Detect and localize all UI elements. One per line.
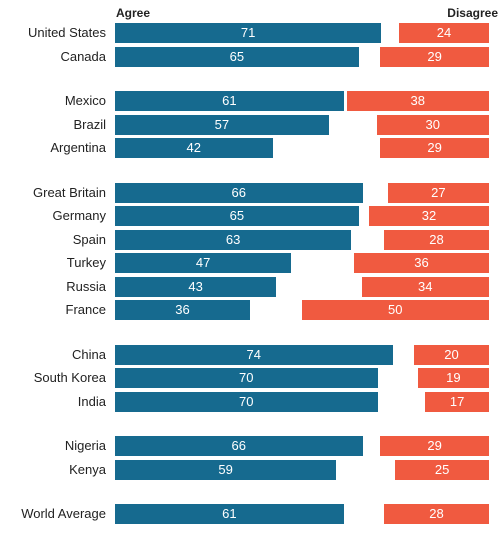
agree-bar xyxy=(115,253,292,273)
disagree-value-label: 28 xyxy=(429,506,444,521)
agree-value-label: 63 xyxy=(225,231,241,247)
agree-bar xyxy=(115,368,378,388)
agree-bar xyxy=(115,229,352,250)
agree-bar xyxy=(115,300,250,320)
agree-value-label: 66 xyxy=(231,438,246,453)
country-label: Brazil xyxy=(73,116,106,132)
disagree-value-label: 28 xyxy=(429,231,444,247)
agree-bar xyxy=(115,138,273,158)
disagree-value-label: 50 xyxy=(388,302,403,317)
disagree-value-label: 32 xyxy=(421,208,437,223)
disagree-value-label: 34 xyxy=(418,278,433,294)
disagree-header: Disagree xyxy=(447,6,498,20)
disagree-bar xyxy=(380,46,489,67)
agree-value-label: 71 xyxy=(240,25,256,40)
disagree-value-label: 29 xyxy=(427,140,442,155)
agree-bar xyxy=(115,391,378,412)
country-label: Argentina xyxy=(50,140,106,155)
agree-value-label: 59 xyxy=(218,461,233,477)
agree-bar xyxy=(115,344,393,365)
agree-value-label: 42 xyxy=(186,140,201,155)
agree-value-label: 36 xyxy=(175,302,190,317)
disagree-bar xyxy=(380,436,489,456)
country-label: Turkey xyxy=(66,255,106,270)
disagree-value-label: 17 xyxy=(449,393,465,409)
agree-bar xyxy=(115,91,344,111)
agree-bar xyxy=(115,504,344,524)
agree-value-label: 70 xyxy=(239,370,254,385)
agree-bar xyxy=(115,182,363,203)
agree-value-label: 65 xyxy=(229,48,245,64)
agree-value-label: 70 xyxy=(239,393,254,409)
disagree-bar xyxy=(399,23,489,43)
disagree-value-label: 20 xyxy=(444,346,459,362)
agree-bar xyxy=(115,206,359,226)
disagree-bar xyxy=(414,344,489,365)
disagree-bar xyxy=(346,91,489,111)
disagree-bar xyxy=(380,138,489,158)
country-label: Russia xyxy=(66,278,106,294)
disagree-value-label: 30 xyxy=(425,116,440,132)
disagree-value-label: 27 xyxy=(431,184,446,200)
agree-value-label: 66 xyxy=(231,184,246,200)
agree-value-label: 57 xyxy=(214,116,230,132)
country-label: Spain xyxy=(72,231,106,247)
agree-value-label: 61 xyxy=(222,93,237,108)
country-label: India xyxy=(77,393,106,409)
country-label: China xyxy=(72,346,106,362)
agree-value-label: 47 xyxy=(195,255,211,270)
country-label: Germany xyxy=(52,208,106,223)
country-label: France xyxy=(65,302,106,317)
agree-value-label: 65 xyxy=(229,208,245,223)
disagree-bar xyxy=(384,229,489,250)
country-label: Great Britain xyxy=(33,184,106,200)
agree-bar xyxy=(115,459,337,480)
disagree-value-label: 36 xyxy=(414,255,429,270)
disagree-bar xyxy=(425,391,489,412)
disagree-bar xyxy=(384,504,489,524)
disagree-value-label: 29 xyxy=(427,48,442,64)
country-label: South Korea xyxy=(33,370,106,385)
country-label: Kenya xyxy=(69,461,106,477)
disagree-bar xyxy=(395,459,489,480)
disagree-bar xyxy=(376,114,489,135)
agree-bar xyxy=(115,436,363,456)
country-label: United States xyxy=(27,25,106,40)
disagree-bar xyxy=(369,206,489,226)
country-label: Mexico xyxy=(64,93,106,108)
agree-header: Agree xyxy=(116,6,151,20)
disagree-bar xyxy=(361,276,489,297)
disagree-value-label: 24 xyxy=(436,25,452,40)
agree-bar xyxy=(115,23,382,43)
agree-bar xyxy=(115,114,329,135)
disagree-value-label: 29 xyxy=(427,438,442,453)
disagree-value-label: 19 xyxy=(446,370,461,385)
country-label: Nigeria xyxy=(64,438,106,453)
disagree-value-label: 25 xyxy=(434,461,450,477)
agree-value-label: 61 xyxy=(222,506,237,521)
disagree-bar xyxy=(354,253,489,273)
agree-bar xyxy=(115,276,277,297)
disagree-bar xyxy=(387,182,489,203)
country-label: Canada xyxy=(60,48,106,64)
agree-value-label: 74 xyxy=(246,346,261,362)
country-label: World Average xyxy=(21,506,106,521)
agree-bar xyxy=(115,46,359,67)
disagree-bar xyxy=(417,368,489,388)
agree-value-label: 43 xyxy=(188,278,203,294)
disagree-bar xyxy=(301,300,489,320)
disagree-value-label: 38 xyxy=(410,93,425,108)
